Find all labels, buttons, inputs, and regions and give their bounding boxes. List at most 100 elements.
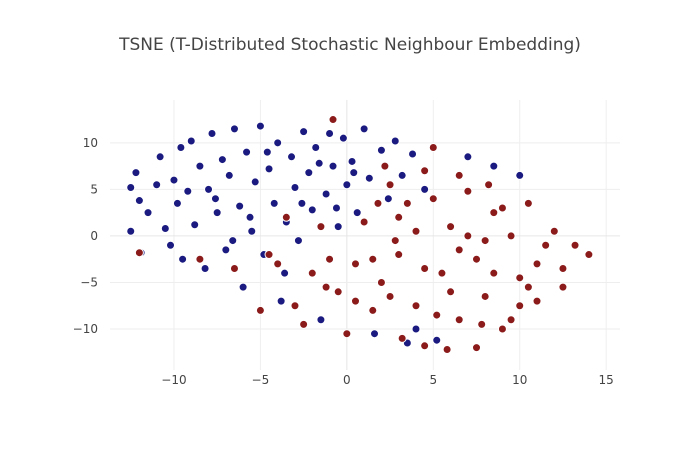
- data-point-red: [480, 291, 490, 301]
- data-point-blue: [204, 184, 214, 194]
- x-tick-label: 0: [343, 373, 351, 387]
- data-point-blue: [325, 129, 335, 139]
- data-point-red: [532, 296, 542, 306]
- data-point-blue: [126, 183, 136, 193]
- data-point-blue: [228, 236, 238, 246]
- data-point-red: [541, 240, 551, 250]
- data-point-red: [432, 310, 442, 320]
- data-point-red: [397, 333, 407, 343]
- data-point-blue: [190, 220, 200, 230]
- data-point-red: [325, 254, 335, 264]
- data-point-blue: [316, 315, 326, 325]
- data-point-red: [472, 254, 482, 264]
- data-point-blue: [383, 194, 393, 204]
- data-point-blue: [489, 161, 499, 171]
- data-point-red: [532, 259, 542, 269]
- data-point-blue: [328, 161, 338, 171]
- data-point-red: [480, 236, 490, 246]
- data-point-blue: [176, 142, 186, 152]
- data-point-red: [454, 245, 464, 255]
- data-point-blue: [359, 124, 369, 134]
- data-point-red: [307, 268, 317, 278]
- data-point-blue: [269, 198, 279, 208]
- data-point-red: [316, 222, 326, 232]
- data-point-red: [454, 315, 464, 325]
- data-point-red: [472, 343, 482, 353]
- data-point-blue: [342, 180, 352, 190]
- data-point-red: [368, 305, 378, 315]
- data-point-blue: [224, 170, 234, 180]
- data-point-red: [411, 226, 421, 236]
- data-point-red: [420, 341, 430, 351]
- x-tick-label: 15: [599, 373, 614, 387]
- data-point-blue: [207, 129, 217, 139]
- data-point-blue: [347, 156, 357, 166]
- data-point-red: [570, 240, 580, 250]
- data-point-blue: [131, 168, 141, 178]
- y-tick-label: 5: [90, 182, 98, 196]
- data-point-red: [484, 180, 494, 190]
- data-point-red: [411, 301, 421, 311]
- data-point-red: [394, 250, 404, 260]
- data-point-blue: [314, 158, 324, 168]
- data-point-blue: [134, 196, 144, 206]
- data-point-blue: [210, 194, 220, 204]
- data-point-blue: [235, 201, 245, 211]
- data-point-blue: [186, 136, 196, 146]
- data-point-blue: [297, 198, 307, 208]
- data-point-blue: [195, 161, 205, 171]
- data-point-red: [373, 198, 383, 208]
- y-tick-label: −5: [80, 275, 98, 289]
- data-point-red: [281, 212, 291, 222]
- data-point-blue: [152, 180, 162, 190]
- data-point-blue: [250, 177, 260, 187]
- data-point-blue: [515, 170, 525, 180]
- data-point-red: [463, 231, 473, 241]
- data-point-red: [442, 345, 452, 355]
- x-tick-label: −5: [252, 373, 270, 387]
- data-point-blue: [143, 208, 153, 218]
- data-point-blue: [408, 149, 418, 159]
- data-point-red: [380, 161, 390, 171]
- data-point-red: [273, 259, 283, 269]
- data-point-blue: [349, 168, 359, 178]
- data-point-red: [446, 287, 456, 297]
- data-point-red: [134, 248, 144, 258]
- data-point-red: [350, 259, 360, 269]
- data-point-red: [376, 277, 386, 287]
- data-point-red: [523, 198, 533, 208]
- data-point-red: [454, 170, 464, 180]
- data-point-red: [463, 186, 473, 196]
- data-point-blue: [262, 147, 272, 157]
- grid-lines: [110, 100, 620, 370]
- data-point-red: [477, 319, 487, 329]
- data-point-red: [359, 217, 369, 227]
- data-point-blue: [311, 142, 321, 152]
- data-point-red: [515, 301, 525, 311]
- data-point-red: [420, 264, 430, 274]
- data-point-blue: [432, 335, 442, 345]
- data-point-blue: [221, 245, 231, 255]
- data-point-blue: [331, 203, 341, 213]
- data-point-blue: [155, 152, 165, 162]
- data-point-blue: [255, 121, 265, 131]
- data-point-blue: [290, 183, 300, 193]
- data-point-blue: [321, 189, 331, 199]
- data-point-red: [428, 142, 438, 152]
- data-point-red: [321, 282, 331, 292]
- data-point-blue: [229, 124, 239, 134]
- data-point-red: [394, 212, 404, 222]
- data-point-blue: [307, 205, 317, 215]
- data-point-red: [264, 250, 274, 260]
- data-point-red: [342, 329, 352, 339]
- data-point-blue: [370, 329, 380, 339]
- chart-title: TSNE (T-Distributed Stochastic Neighbour…: [118, 35, 581, 55]
- y-tick-label: 0: [90, 229, 98, 243]
- data-point-blue: [420, 184, 430, 194]
- data-point-red: [350, 296, 360, 306]
- data-point-blue: [212, 208, 222, 218]
- data-point-red: [255, 305, 265, 315]
- data-point-blue: [217, 155, 227, 165]
